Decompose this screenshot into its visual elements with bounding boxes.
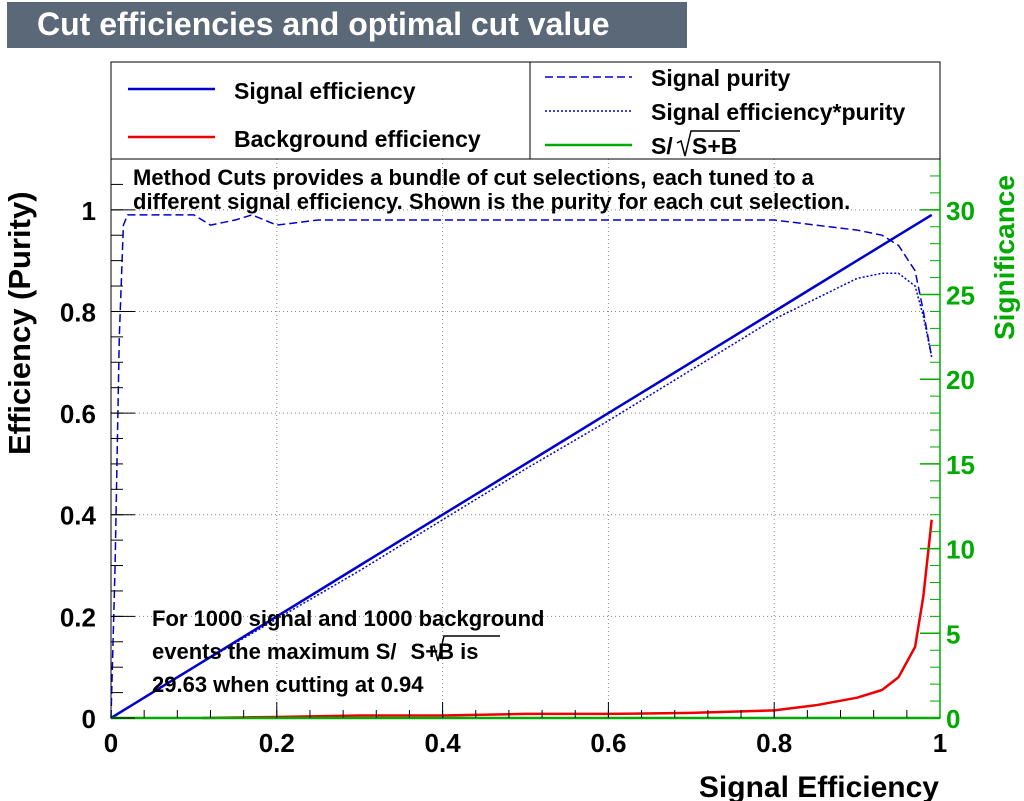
y2-tick-label: 20 xyxy=(946,365,975,395)
y2-tick-label: 15 xyxy=(946,450,975,480)
y-tick-label: 0.8 xyxy=(60,297,96,327)
series-signal-purity xyxy=(110,214,933,719)
title-bar: Cut efficiencies and optimal cut value xyxy=(7,2,687,48)
y2-axis-title: Significance xyxy=(989,175,1020,340)
y-tick-label: 0.4 xyxy=(60,501,97,531)
x-tick-label: 0.2 xyxy=(259,728,295,758)
legend-label-background-efficiency: Background efficiency xyxy=(234,126,481,152)
page-title: Cut efficiencies and optimal cut value xyxy=(37,6,610,42)
y2-tick-label: 5 xyxy=(946,619,960,649)
x-tick-label: 0.8 xyxy=(756,728,792,758)
summary-line1: For 1000 signal and 1000 background xyxy=(152,606,544,631)
summary-line2-prefix: events the maximum S/ xyxy=(152,639,397,664)
legend-label-signal-efficiency-purity: Signal efficiency*purity xyxy=(651,99,906,125)
summary-line2-suffix: is xyxy=(454,639,478,664)
y2-tick-label: 10 xyxy=(946,535,975,565)
y-tick-label: 0.6 xyxy=(60,399,96,429)
method-annotation-line2: different signal efficiency. Shown is th… xyxy=(133,189,850,214)
legend-significance-prefix: S/ xyxy=(651,133,673,159)
x-axis-title: Signal Efficiency xyxy=(699,771,939,801)
series-signal-efficiency-purity xyxy=(110,272,933,719)
x-tick-label: 0.4 xyxy=(425,728,462,758)
y2-tick-label: 25 xyxy=(946,281,975,311)
summary-line2: events the maximum S/S+B is xyxy=(152,639,478,664)
y-tick-label: 1 xyxy=(82,196,96,226)
legend-label-signal-purity: Signal purity xyxy=(651,65,791,91)
x-tick-label: 0.6 xyxy=(590,728,626,758)
legend-label-significance: S/ xyxy=(651,133,673,159)
y2-tick-label: 30 xyxy=(946,196,975,226)
legend-label-signal-efficiency: Signal efficiency xyxy=(234,78,416,104)
legend-significance-sqrt-text: S+B xyxy=(692,133,737,159)
x-tick-label: 1 xyxy=(933,728,947,758)
y-tick-label: 0 xyxy=(82,704,96,734)
grid xyxy=(111,159,940,718)
summary-line2-sqrt: S+B xyxy=(411,639,454,664)
legend-box xyxy=(110,61,941,160)
summary-sqrt-sign xyxy=(429,635,500,662)
x-tick-label: 0 xyxy=(104,728,118,758)
legend-sqrt-sign xyxy=(676,130,740,157)
method-annotation-line1: Method Cuts provides a bundle of cut sel… xyxy=(133,165,815,190)
y-axis-title: Efficiency (Purity) xyxy=(2,191,37,455)
y2-tick-label: 0 xyxy=(946,704,960,734)
y-tick-label: 0.2 xyxy=(60,602,96,632)
summary-line3: 29.63 when cutting at 0.94 xyxy=(152,672,424,697)
